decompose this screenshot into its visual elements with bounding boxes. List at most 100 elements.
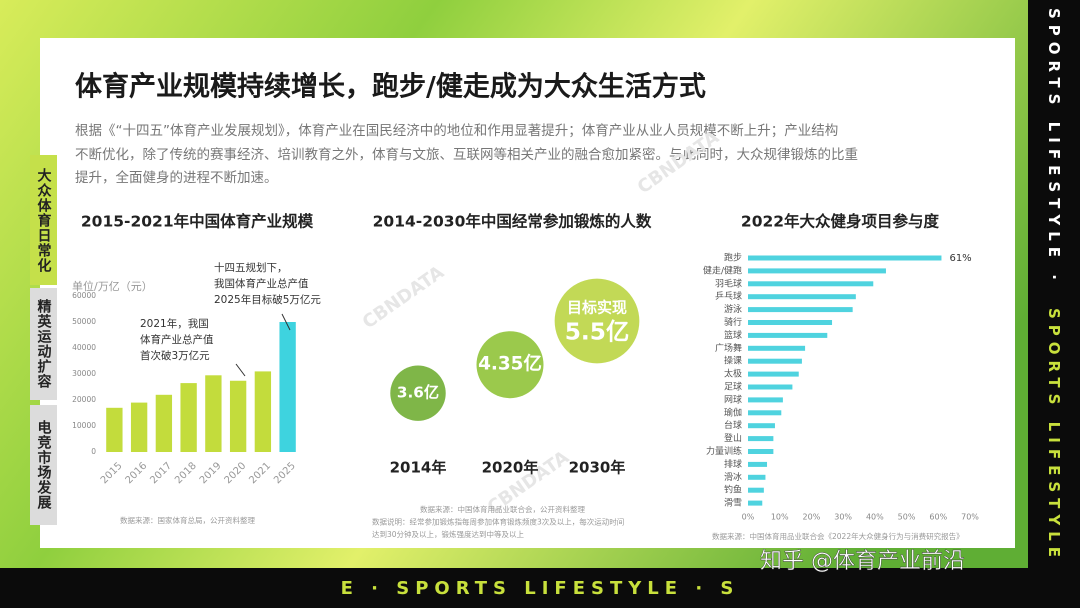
y-tick-label: 乒乓球 bbox=[715, 290, 742, 302]
x-tick-label: 60% bbox=[929, 513, 947, 522]
source: 数据来源：中国体育用品业联合会《2022年大众健身行为与消费研究报告》 bbox=[712, 531, 964, 541]
bar bbox=[748, 371, 799, 377]
bar bbox=[748, 268, 886, 274]
bar bbox=[254, 371, 272, 452]
y-tick-label: 台球 bbox=[724, 419, 742, 431]
x-tick-label: 30% bbox=[834, 513, 852, 522]
y-tick-label: 20000 bbox=[72, 395, 96, 404]
x-tick-label: 70% bbox=[961, 513, 979, 522]
side-tab[interactable]: 电竞市场发展 bbox=[30, 405, 57, 525]
side-tab[interactable]: 精英运动扩容 bbox=[30, 288, 57, 400]
bar bbox=[748, 281, 874, 287]
y-tick-label: 跑步 bbox=[724, 252, 742, 264]
value-label: 61% bbox=[949, 253, 971, 264]
y-tick-label: 40000 bbox=[72, 343, 96, 352]
bar bbox=[229, 380, 247, 452]
bar bbox=[748, 500, 763, 506]
right-strip bbox=[1028, 0, 1080, 608]
y-tick-label: 10000 bbox=[72, 421, 96, 430]
bar bbox=[130, 402, 148, 452]
side-tab[interactable]: 大众体育日常化 bbox=[30, 155, 57, 285]
y-tick-label: 排球 bbox=[724, 458, 742, 470]
x-tick-label: 20% bbox=[803, 513, 821, 522]
bar bbox=[748, 332, 828, 338]
annotation: 首次破3万亿元 bbox=[140, 349, 210, 362]
unit-label: 单位/万亿（元） bbox=[72, 279, 153, 293]
chart-title: 2015-2021年中国体育产业规模 bbox=[81, 212, 314, 231]
bar bbox=[748, 397, 783, 403]
bar bbox=[748, 461, 768, 467]
value-label: 4.35亿 bbox=[478, 353, 542, 375]
y-tick-label: 0 bbox=[91, 447, 96, 456]
y-tick-label: 操课 bbox=[724, 355, 742, 367]
x-tick-label: 2020年 bbox=[482, 459, 539, 477]
bubble-annotation: 目标实现 bbox=[567, 299, 627, 317]
bar bbox=[106, 407, 123, 452]
bar bbox=[748, 384, 793, 390]
card bbox=[40, 38, 1015, 548]
annotation: 十四五规划下， bbox=[214, 261, 288, 274]
chart-title: 2022年大众健身项目参与度 bbox=[741, 212, 940, 231]
y-tick-label: 瑜伽 bbox=[724, 406, 742, 418]
bar bbox=[748, 320, 833, 325]
y-tick-label: 广场舞 bbox=[715, 342, 742, 354]
bar bbox=[205, 375, 222, 452]
bar bbox=[155, 394, 173, 452]
bubble bbox=[390, 365, 446, 421]
source: 数据来源：国家体育总局，公开资料整理 bbox=[120, 515, 255, 525]
y-tick-label: 滑雪 bbox=[724, 498, 742, 509]
x-tick-label: 40% bbox=[866, 513, 884, 522]
bar bbox=[748, 255, 942, 261]
y-tick-label: 滑冰 bbox=[724, 471, 742, 483]
chart-title: 2014-2030年中国经常参加锻炼的人数 bbox=[373, 212, 652, 231]
annotation: 2021年，我国 bbox=[140, 317, 209, 330]
y-tick-label: 登山 bbox=[724, 433, 742, 444]
y-tick-label: 骑行 bbox=[724, 316, 742, 328]
y-tick-label: 游泳 bbox=[724, 303, 742, 315]
bar bbox=[748, 423, 775, 429]
y-tick-label: 羽毛球 bbox=[715, 277, 742, 289]
annotation: 体育产业总产值 bbox=[140, 333, 214, 346]
bar bbox=[180, 383, 197, 452]
right-banner: SPORTS LIFESTYLE · SPORTS LIFESTYLE bbox=[1034, 8, 1074, 568]
y-tick-label: 篮球 bbox=[724, 329, 742, 341]
x-tick-label: 10% bbox=[771, 513, 789, 522]
bottom-banner: E · SPORTS LIFESTYLE · S bbox=[341, 578, 740, 599]
value-label: 3.6亿 bbox=[397, 384, 439, 402]
bar bbox=[748, 449, 774, 454]
credit: 知乎 @体育产业前沿 bbox=[760, 549, 965, 574]
bubble bbox=[476, 331, 544, 399]
y-tick-label: 力量训练 bbox=[706, 445, 742, 457]
y-tick-label: 足球 bbox=[724, 381, 742, 393]
bar bbox=[279, 322, 296, 452]
y-tick-label: 网球 bbox=[724, 393, 742, 405]
bar bbox=[748, 474, 766, 480]
y-tick-label: 健走/健跑 bbox=[703, 264, 742, 276]
page-title: 体育产业规模持续增长，跑步/健走成为大众生活方式 bbox=[75, 71, 706, 103]
y-tick-label: 30000 bbox=[72, 369, 96, 378]
bottom-strip bbox=[0, 568, 1080, 608]
value-label: 5.5亿 bbox=[565, 319, 630, 346]
body-line: 根据《“十四五”体育产业发展规划》，体育产业在国民经济中的地位和作用显著提升；体… bbox=[75, 123, 838, 139]
y-tick-label: 太极 bbox=[724, 368, 742, 380]
annotation: 2025年目标破5万亿元 bbox=[214, 293, 321, 306]
bar bbox=[748, 487, 764, 493]
bar bbox=[748, 436, 774, 442]
x-tick-label: 0% bbox=[742, 513, 755, 522]
y-tick-label: 钓鱼 bbox=[724, 484, 742, 496]
x-tick-label: 2014年 bbox=[390, 459, 447, 477]
pointer bbox=[235, 363, 246, 377]
source: 数据来源：中国体育用品业联合会，公开资料整理 bbox=[420, 504, 585, 514]
right-banner-text: SPORTS LIFESTYLE bbox=[1045, 307, 1063, 563]
annotation: 我国体育产业总产值 bbox=[214, 277, 309, 290]
bar bbox=[748, 358, 802, 364]
y-tick-label: 50000 bbox=[72, 317, 96, 326]
right-banner-text: SPORTS LIFESTYLE · bbox=[1045, 8, 1063, 286]
source: 数据说明：经常参加锻炼指每周参加体育锻炼频度3次及以上，每次运动时间 bbox=[372, 517, 624, 527]
body-line: 不断优化，除了传统的赛事经济、培训教育之外，体育与文旅、互联网等相关产业的融合愈… bbox=[75, 146, 858, 163]
body-line: 提升，全面健身的进程不断加速。 bbox=[75, 169, 278, 186]
bar bbox=[748, 307, 853, 313]
source: 达到30分钟及以上，锻炼强度达到中等及以上 bbox=[372, 529, 525, 539]
